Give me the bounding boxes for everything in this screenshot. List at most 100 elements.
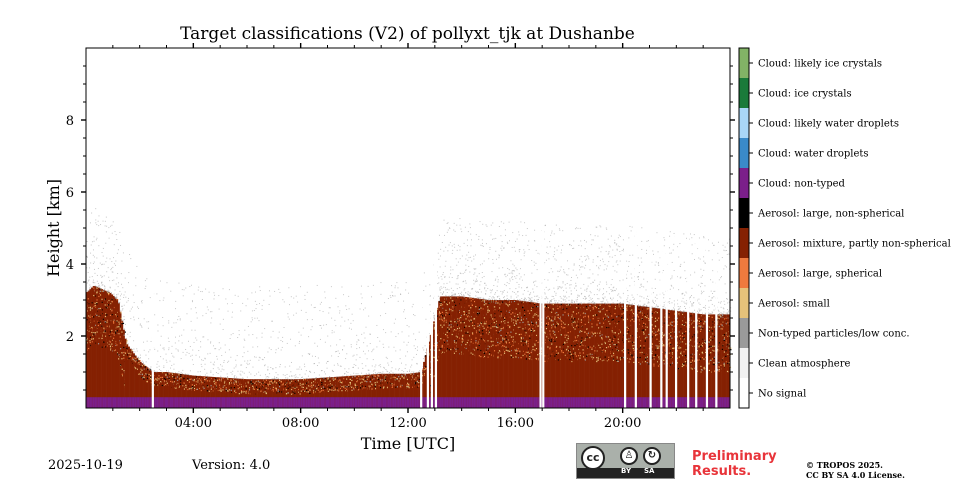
low-conc-noise — [456, 224, 458, 226]
near-ground-band — [506, 397, 509, 408]
low-conc-noise — [535, 302, 537, 304]
low-conc-noise — [286, 373, 288, 375]
aerosol-speckle — [556, 345, 558, 348]
aerosol-speckle — [126, 354, 129, 356]
low-conc-noise — [468, 257, 470, 259]
low-conc-noise — [328, 377, 330, 379]
aerosol-mixture-column — [461, 296, 464, 408]
aerosol-speckle — [490, 314, 492, 316]
aerosol-speckle — [480, 355, 482, 358]
aerosol-speckle — [370, 378, 372, 380]
aerosol-speckle — [569, 351, 572, 353]
aerosol-mixture-column — [560, 303, 563, 408]
low-conc-noise — [395, 336, 397, 338]
aerosol-speckle — [485, 303, 487, 305]
low-conc-noise — [210, 341, 212, 343]
low-conc-noise — [93, 256, 95, 258]
aerosol-speckle — [554, 340, 556, 342]
low-conc-noise — [123, 319, 125, 321]
low-conc-noise — [247, 350, 249, 352]
aerosol-speckle — [545, 324, 547, 327]
aerosol-speckle — [119, 336, 121, 338]
aerosol-speckle — [154, 379, 156, 381]
low-conc-noise — [562, 298, 564, 300]
low-conc-noise — [94, 285, 96, 287]
aerosol-mixture-column — [223, 377, 226, 408]
low-conc-noise — [567, 274, 569, 276]
aerosol-speckle — [517, 316, 520, 318]
low-conc-noise — [181, 334, 183, 336]
aerosol-mixture-column — [491, 300, 494, 408]
near-ground-band — [265, 397, 268, 408]
low-conc-noise — [112, 271, 114, 273]
aerosol-speckle — [275, 382, 277, 384]
low-conc-noise — [530, 300, 532, 302]
low-conc-noise — [547, 303, 549, 305]
aerosol-speckle — [561, 350, 563, 352]
aerosol-speckle — [552, 308, 554, 310]
aerosol-speckle — [118, 333, 120, 335]
low-conc-noise — [191, 359, 193, 361]
near-ground-band — [397, 397, 400, 408]
low-conc-noise — [163, 347, 165, 349]
low-conc-noise — [222, 318, 224, 320]
aerosol-speckle — [265, 379, 268, 381]
low-conc-noise — [467, 259, 469, 261]
near-ground-band — [193, 397, 196, 408]
aerosol-speckle — [520, 333, 522, 335]
aerosol-speckle — [376, 381, 378, 383]
aerosol-speckle — [121, 331, 123, 333]
low-conc-noise — [346, 308, 348, 310]
low-conc-noise — [553, 253, 555, 255]
aerosol-mixture-column — [143, 364, 145, 408]
aerosol-speckle — [116, 352, 119, 354]
low-conc-noise — [460, 292, 462, 294]
low-conc-noise — [116, 277, 118, 279]
near-ground-band — [117, 397, 120, 408]
low-conc-noise — [440, 292, 442, 294]
low-conc-noise — [299, 366, 301, 368]
low-conc-noise — [230, 334, 232, 336]
aerosol-speckle — [313, 381, 315, 383]
aerosol-speckle — [472, 298, 474, 301]
low-conc-noise — [515, 293, 517, 295]
aerosol-speckle — [225, 388, 227, 390]
low-conc-noise — [564, 296, 566, 298]
low-conc-noise — [501, 293, 503, 295]
low-conc-noise — [511, 277, 513, 279]
low-conc-noise — [503, 297, 505, 299]
aerosol-speckle — [187, 388, 189, 391]
aerosol-speckle — [474, 349, 476, 351]
low-conc-noise — [550, 302, 552, 304]
aerosol-mixture-column — [428, 341, 431, 408]
low-conc-noise — [101, 284, 103, 286]
low-conc-noise — [177, 350, 179, 352]
low-conc-noise — [469, 271, 471, 273]
low-conc-noise — [110, 269, 112, 271]
aerosol-speckle — [115, 330, 117, 332]
low-conc-noise — [107, 267, 109, 269]
aerosol-speckle — [123, 354, 125, 356]
low-conc-noise — [352, 320, 354, 322]
near-ground-band — [262, 397, 265, 408]
aerosol-mixture-column — [288, 379, 291, 408]
aerosol-speckle — [497, 332, 499, 334]
low-conc-noise — [129, 310, 131, 312]
aerosol-speckle — [299, 393, 301, 395]
low-conc-noise — [456, 249, 458, 251]
aerosol-speckle — [285, 389, 287, 391]
low-conc-noise — [490, 224, 492, 226]
aerosol-speckle — [515, 356, 517, 358]
low-conc-noise — [293, 314, 295, 316]
low-conc-noise — [488, 298, 490, 300]
low-conc-noise — [104, 288, 106, 290]
aerosol-speckle — [135, 368, 137, 370]
low-conc-noise — [360, 293, 362, 295]
low-conc-noise — [226, 376, 228, 378]
low-conc-noise — [413, 356, 415, 358]
near-ground-band — [567, 397, 570, 408]
aerosol-speckle — [432, 332, 434, 334]
low-conc-noise — [199, 371, 201, 373]
low-conc-noise — [117, 293, 119, 295]
low-conc-noise — [520, 276, 522, 278]
